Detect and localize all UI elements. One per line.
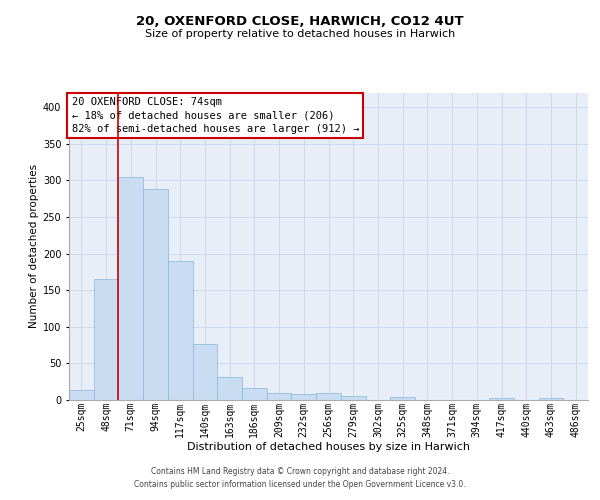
Bar	[193, 344, 217, 400]
Bar	[242, 388, 267, 400]
Bar	[292, 394, 316, 400]
Bar	[489, 398, 514, 400]
Text: Contains HM Land Registry data © Crown copyright and database right 2024.: Contains HM Land Registry data © Crown c…	[151, 467, 449, 476]
Bar	[143, 189, 168, 400]
Bar	[390, 397, 415, 400]
Bar	[118, 176, 143, 400]
Bar	[217, 376, 242, 400]
Text: Contains public sector information licensed under the Open Government Licence v3: Contains public sector information licen…	[134, 480, 466, 489]
Bar	[267, 392, 292, 400]
X-axis label: Distribution of detached houses by size in Harwich: Distribution of detached houses by size …	[187, 442, 470, 452]
Text: 20, OXENFORD CLOSE, HARWICH, CO12 4UT: 20, OXENFORD CLOSE, HARWICH, CO12 4UT	[136, 15, 464, 28]
Text: Size of property relative to detached houses in Harwich: Size of property relative to detached ho…	[145, 29, 455, 39]
Bar	[94, 279, 118, 400]
Bar	[69, 390, 94, 400]
Bar	[341, 396, 365, 400]
Bar	[539, 398, 563, 400]
Text: 20 OXENFORD CLOSE: 74sqm
← 18% of detached houses are smaller (206)
82% of semi-: 20 OXENFORD CLOSE: 74sqm ← 18% of detach…	[71, 97, 359, 134]
Y-axis label: Number of detached properties: Number of detached properties	[29, 164, 38, 328]
Bar	[316, 394, 341, 400]
Bar	[168, 261, 193, 400]
